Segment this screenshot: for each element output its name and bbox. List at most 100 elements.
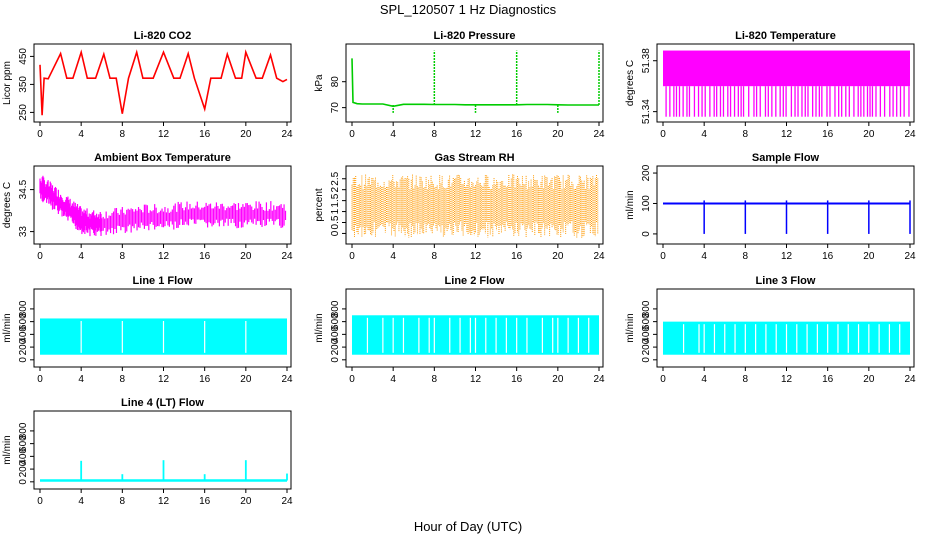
y-tick-label: 0	[330, 230, 341, 236]
y-axis-label: percent	[314, 188, 325, 222]
y-axis-label: ml/min	[2, 435, 13, 464]
panel-10: Line 4 (LT) Flow ml/min 0 4 8 12 16 20 24 0 200400…	[2, 397, 293, 507]
x-tick-label: 24	[904, 129, 916, 140]
x-tick-label: 0	[660, 374, 666, 385]
x-tick-label: 0	[660, 129, 666, 140]
x-tick-label: 12	[781, 251, 793, 262]
plot-frame	[656, 288, 915, 368]
x-tick-label: 4	[78, 374, 84, 385]
series-group	[39, 49, 288, 116]
panel-title: Ambient Box Temperature	[94, 152, 231, 164]
x-tick-label: 8	[743, 129, 749, 140]
y-tick-label: 400	[18, 326, 29, 343]
y-axis-label: ml/min	[2, 313, 13, 342]
x-tick-label: 20	[240, 374, 252, 385]
y-tick-label: 80	[330, 76, 341, 88]
panel-1: Li-820 CO2 Licor ppm 0 4 8 12 16 20 24 250 350 450	[2, 30, 293, 140]
x-tick-label: 0	[660, 251, 666, 262]
y-tick-label: 400	[641, 326, 652, 343]
y-tick-label: 200	[641, 164, 652, 181]
plot-frame	[345, 43, 604, 123]
x-tick-label: 4	[78, 251, 84, 262]
panel-8: Line 2 Flow ml/min 0 4 8 12 16 20 24 0 20040060080…	[314, 275, 605, 385]
y-tick-label: 600	[18, 313, 29, 330]
x-tick-label: 0	[349, 129, 355, 140]
x-tick-label: 4	[390, 374, 396, 385]
x-tick-label: 12	[158, 129, 170, 140]
x-tick-label: 24	[281, 496, 293, 507]
y-axis-label: degrees C	[2, 182, 13, 228]
y-tick-label: 400	[18, 448, 29, 465]
x-tick-label: 24	[593, 251, 605, 262]
x-tick-label: 12	[158, 496, 170, 507]
panel-title: Line 1 Flow	[133, 275, 193, 287]
plot-frame	[656, 165, 915, 245]
y-axis-label: kPa	[314, 74, 325, 92]
y-tick-label: 1	[330, 208, 341, 214]
y-tick-label: 0	[641, 357, 652, 363]
series-group	[351, 174, 599, 238]
x-tick-label: 4	[701, 251, 707, 262]
y-tick-label: 34.5	[18, 179, 29, 199]
plot-frame	[33, 410, 292, 490]
y-tick-label: 800	[330, 300, 341, 317]
y-tick-label: 350	[18, 76, 29, 93]
y-tick-label: 1.5	[330, 193, 341, 207]
y-tick-label: 800	[18, 422, 29, 439]
x-tick-label: 24	[904, 374, 916, 385]
x-tick-label: 8	[120, 374, 126, 385]
x-tick-label: 0	[349, 374, 355, 385]
x-tick-label: 20	[552, 251, 564, 262]
x-tick-label: 8	[432, 374, 438, 385]
y-axis-label: ml/min	[625, 313, 636, 342]
x-tick-label: 4	[390, 129, 396, 140]
x-tick-label: 20	[863, 374, 875, 385]
series-group	[40, 318, 287, 355]
plot-frame	[33, 165, 292, 245]
band-area	[663, 50, 910, 87]
y-tick-label: 100	[641, 195, 652, 212]
x-tick-label: 16	[822, 251, 834, 262]
plot-frame	[345, 288, 604, 368]
x-tick-label: 16	[511, 251, 523, 262]
series-group	[39, 175, 287, 237]
series-group	[351, 50, 600, 113]
y-axis-label: Licor ppm	[2, 61, 13, 105]
figure-title: SPL_120507 1 Hz Diagnostics	[380, 2, 557, 17]
y-tick-label: 400	[330, 326, 341, 343]
x-axis-label: Hour of Day (UTC)	[414, 519, 522, 534]
x-tick-label: 24	[281, 374, 293, 385]
series-group	[352, 315, 599, 355]
x-tick-label: 16	[822, 374, 834, 385]
y-tick-label: 0.5	[330, 215, 341, 229]
plot-frame	[33, 43, 292, 123]
y-tick-label: 51.34	[641, 99, 652, 124]
y-tick-label: 2.5	[330, 171, 341, 185]
x-tick-label: 8	[743, 374, 749, 385]
series-line	[39, 49, 288, 116]
x-tick-label: 16	[822, 129, 834, 140]
y-tick-label: 600	[641, 313, 652, 330]
x-tick-label: 8	[120, 129, 126, 140]
x-tick-label: 4	[701, 374, 707, 385]
x-tick-label: 20	[240, 496, 252, 507]
x-tick-label: 16	[199, 496, 211, 507]
y-tick-label: 0	[330, 357, 341, 363]
x-tick-label: 20	[863, 129, 875, 140]
series-line	[351, 58, 599, 108]
x-tick-label: 0	[37, 496, 43, 507]
x-tick-label: 20	[863, 251, 875, 262]
x-tick-label: 16	[199, 374, 211, 385]
y-tick-label: 200	[641, 338, 652, 355]
panel-6: Sample Flow ml/min 0 4 8 12 16 20 24 0 100 200	[625, 152, 916, 262]
x-tick-label: 4	[390, 251, 396, 262]
y-tick-label: 0	[18, 357, 29, 363]
x-tick-label: 20	[552, 129, 564, 140]
y-axis-label: ml/min	[625, 190, 636, 219]
panel-4: Ambient Box Temperature degrees C 0 4 8 12 16 2…	[2, 152, 293, 262]
x-tick-label: 0	[37, 129, 43, 140]
y-tick-label: 200	[18, 460, 29, 477]
x-tick-label: 16	[511, 374, 523, 385]
y-tick-label: 450	[18, 48, 29, 65]
panel-2: Li-820 Pressure kPa 0 4 8 12 16 20 24 70 80	[314, 30, 605, 140]
